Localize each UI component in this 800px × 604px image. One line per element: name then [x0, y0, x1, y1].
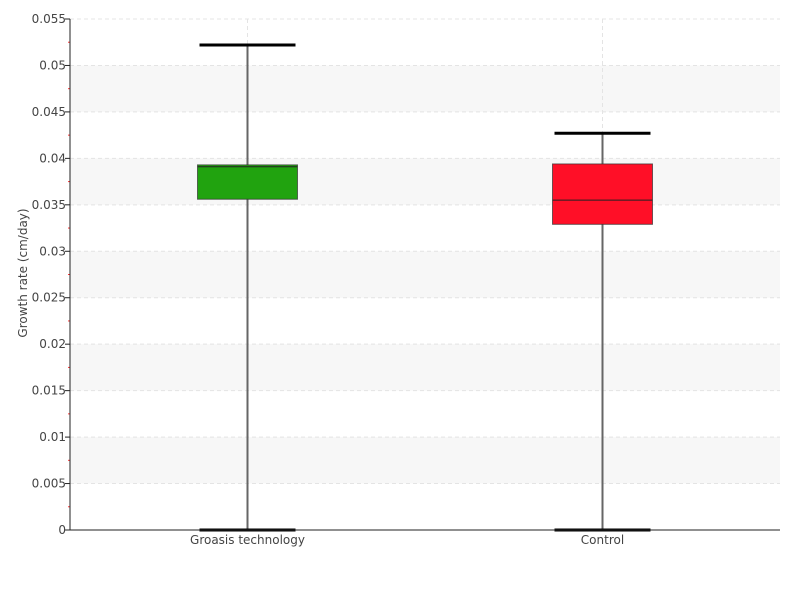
y-tick-label: 0.055: [32, 12, 66, 26]
y-tick-label: 0.02: [39, 337, 66, 351]
box-1: [552, 163, 653, 225]
y-tick-label: 0.01: [39, 430, 66, 444]
grid-band: [70, 251, 780, 298]
y-tick-label: 0.04: [39, 151, 66, 165]
y-axis-label: Growth rate (cm/day): [16, 208, 30, 337]
box-0: [197, 164, 298, 200]
grid-band: [70, 65, 780, 112]
x-tick-label: Groasis technology: [190, 533, 305, 547]
grid-band: [70, 437, 780, 484]
grid-band: [70, 344, 780, 391]
y-tick-label: 0.03: [39, 244, 66, 258]
grid-band: [70, 158, 780, 205]
y-tick-label: 0.005: [32, 477, 66, 491]
y-tick-label: 0.05: [39, 58, 66, 72]
y-tick-label: 0.015: [32, 384, 66, 398]
y-tick-label: 0: [58, 523, 66, 537]
x-tick-label: Control: [581, 533, 624, 547]
y-tick-label: 0.035: [32, 198, 66, 212]
y-tick-label: 0.025: [32, 291, 66, 305]
y-tick-label: 0.045: [32, 105, 66, 119]
